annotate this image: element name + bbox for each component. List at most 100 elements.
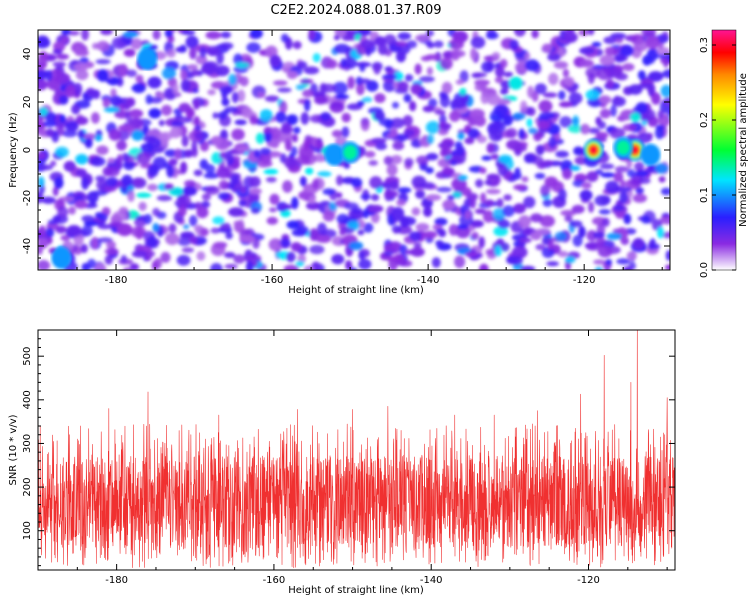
heatmap-cell [135,74,144,83]
heatmap-cell [593,232,605,239]
heatmap-cell [210,263,223,270]
heatmap-cell [45,128,55,138]
heatmap-cell [619,179,626,188]
heatmap-cell [296,225,309,235]
heatmap-cell [184,149,193,158]
heatmap-cell [588,201,595,213]
heatmap-cell [660,187,670,196]
heatmap-cell [96,69,109,82]
heatmap-cell [312,179,320,190]
heatmap-cell [585,89,600,101]
snr-series-line [38,330,675,569]
heatmap-cell [437,158,452,168]
heatmap-cell [368,160,379,166]
heatmap-cell [305,201,321,211]
heatmap-cell [493,226,509,237]
heatmap-cell [341,112,351,123]
heatmap-cell [129,263,140,270]
heatmap-cell [574,156,587,166]
heatmap-cell [38,37,51,49]
heatmap-cell [490,153,500,160]
heatmap-cell [181,30,196,36]
heatmap-x-tick-label: -120 [573,275,596,286]
heatmap-cell [467,128,480,139]
heatmap-cell [406,40,418,49]
heatmap-cell [332,81,348,95]
heatmap-cell [471,231,479,240]
heatmap-cell [128,117,144,129]
heatmap-cell [152,207,161,217]
heatmap-cell [538,99,553,113]
heatmap-cell [107,76,120,86]
snr-y-tick-label: 300 [22,434,33,453]
heatmap-cell [303,66,320,75]
heatmap-cell [55,146,69,158]
heatmap-cell [479,263,489,270]
heatmap-cell [278,203,293,210]
heatmap-cell [336,175,343,186]
heatmap-cell [356,82,365,96]
heatmap-cell [426,42,435,49]
heatmap-cell [292,134,298,143]
heatmap-cell [434,217,448,226]
heatmap-cell [280,33,289,43]
heatmap-cell [405,249,413,255]
heatmap-cell [182,185,197,196]
snr-y-tick-label: 100 [22,521,33,540]
heatmap-cell [512,112,526,120]
heatmap-cell [579,46,595,55]
heatmap-cell [524,59,540,72]
heatmap-cell [108,129,122,141]
heatmap-cell [610,32,627,39]
heatmap-cell [569,220,583,228]
heatmap-cell [326,59,338,69]
heatmap-cell [562,68,570,78]
heatmap-cell [239,234,256,244]
heatmap-cell [425,30,435,37]
heatmap-cell [233,254,246,264]
heatmap-cell [100,30,113,36]
heatmap-cell [567,124,584,133]
heatmap-cell [572,234,583,247]
heatmap-cell [435,228,445,234]
heatmap-cell [135,192,152,198]
heatmap-cell [494,66,505,78]
heatmap-cell [455,226,471,239]
heatmap-cell [619,191,629,204]
heatmap-x-axis: -180 -160 -140 -120 [37,30,663,286]
heatmap-cell [386,163,398,177]
heatmap-cell [470,220,484,228]
heatmap-cell [61,37,69,43]
heatmap-cell [320,83,337,93]
heatmap-cell [571,204,585,214]
heatmap-cell [316,141,324,150]
heatmap-cell [57,206,69,218]
heatmap-cell [586,171,599,182]
heatmap-cell [277,87,292,93]
heatmap-cell [481,155,492,161]
heatmap-cell [632,193,647,203]
heatmap-cell [512,203,526,214]
heatmap-cell [448,224,459,236]
heatmap-cell [231,128,245,141]
heatmap-cell [118,124,134,132]
heatmap-cell [250,207,260,214]
heatmap-cell [341,126,350,138]
heatmap-cell [457,132,465,140]
heatmap-cell [38,151,46,160]
heatmap-cell [228,73,237,86]
heatmap-cell [356,30,372,36]
heatmap-cell [179,44,187,53]
heatmap-cell [451,177,467,191]
heatmap-cell [178,102,191,113]
heatmap-cell [496,198,504,208]
heatmap-cell [147,76,162,89]
heatmap-cell [537,120,550,130]
heatmap-cell [45,69,53,82]
heatmap-cell [283,264,299,270]
heatmap-cell [559,116,572,128]
heatmap-cell [291,196,299,210]
heatmap-cell [626,134,639,141]
heatmap-cell [135,227,144,240]
heatmap-cell [236,146,251,153]
